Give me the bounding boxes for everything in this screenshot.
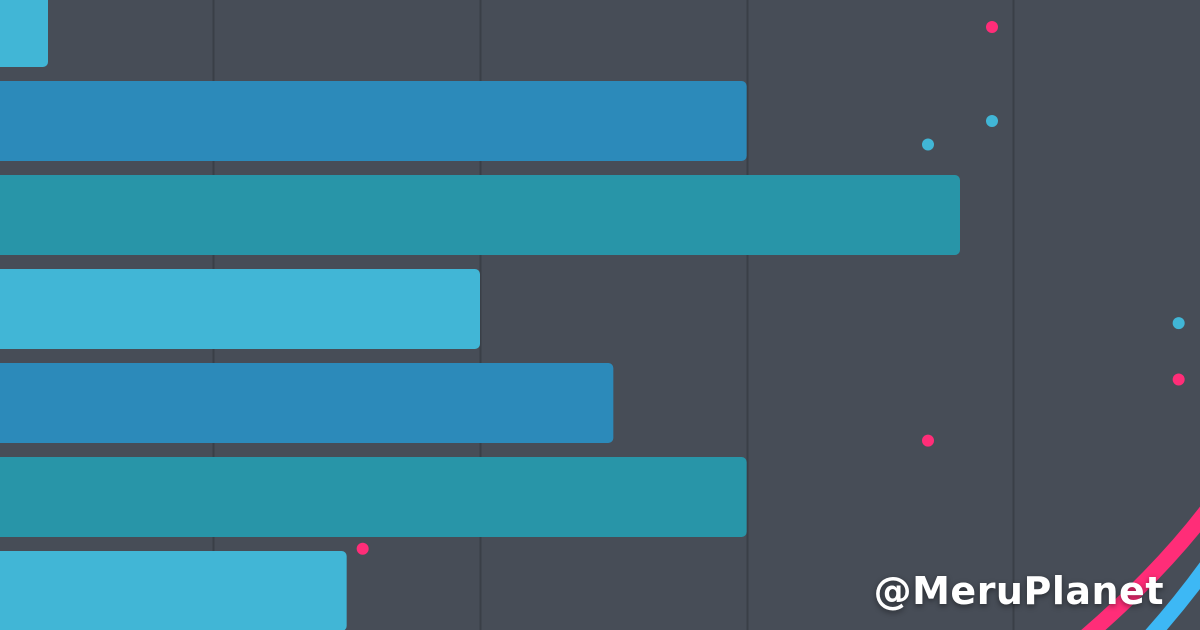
dot-5 xyxy=(1172,373,1185,386)
bar-7 xyxy=(0,551,347,630)
bar-1 xyxy=(0,0,48,67)
dot-4 xyxy=(1172,317,1185,330)
bar-6 xyxy=(0,457,747,537)
bar-2 xyxy=(0,81,747,161)
bar-5 xyxy=(0,363,614,443)
corner-stripes xyxy=(1081,506,1200,630)
blue-stripe xyxy=(1145,562,1200,630)
dot-1 xyxy=(986,21,998,33)
bars xyxy=(0,0,960,630)
dot-3 xyxy=(922,138,934,151)
dot-2 xyxy=(986,115,998,127)
dot-6 xyxy=(922,434,934,447)
scatter-dots xyxy=(356,21,1185,555)
pink-stripe xyxy=(1081,506,1200,630)
brand-handle: @MeruPlanet xyxy=(873,569,1164,613)
dot-7 xyxy=(356,542,369,555)
bar-4 xyxy=(0,269,480,349)
bar-3 xyxy=(0,175,960,255)
